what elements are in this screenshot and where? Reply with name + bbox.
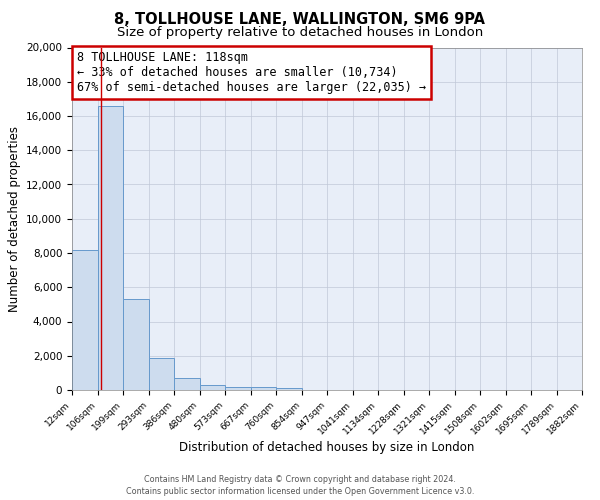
Bar (251, 388, 276, 390)
Y-axis label: Number of detached properties: Number of detached properties (8, 126, 20, 312)
Bar (72, 250, 98, 390)
Bar (276, 388, 302, 390)
Bar (200, 385, 225, 390)
Bar (174, 378, 200, 390)
Text: Contains HM Land Registry data © Crown copyright and database right 2024.
Contai: Contains HM Land Registry data © Crown c… (126, 475, 474, 496)
X-axis label: Distribution of detached houses by size in London: Distribution of detached houses by size … (179, 442, 475, 454)
Text: 8 TOLLHOUSE LANE: 118sqm
← 33% of detached houses are smaller (10,734)
67% of se: 8 TOLLHOUSE LANE: 118sqm ← 33% of detach… (77, 51, 426, 94)
Bar (123, 299, 149, 390)
Text: 8, TOLLHOUSE LANE, WALLINGTON, SM6 9PA: 8, TOLLHOUSE LANE, WALLINGTON, SM6 9PA (115, 12, 485, 28)
Bar (225, 386, 251, 390)
Text: Size of property relative to detached houses in London: Size of property relative to detached ho… (117, 26, 483, 39)
Bar (98, 106, 123, 390)
Bar (149, 358, 174, 390)
